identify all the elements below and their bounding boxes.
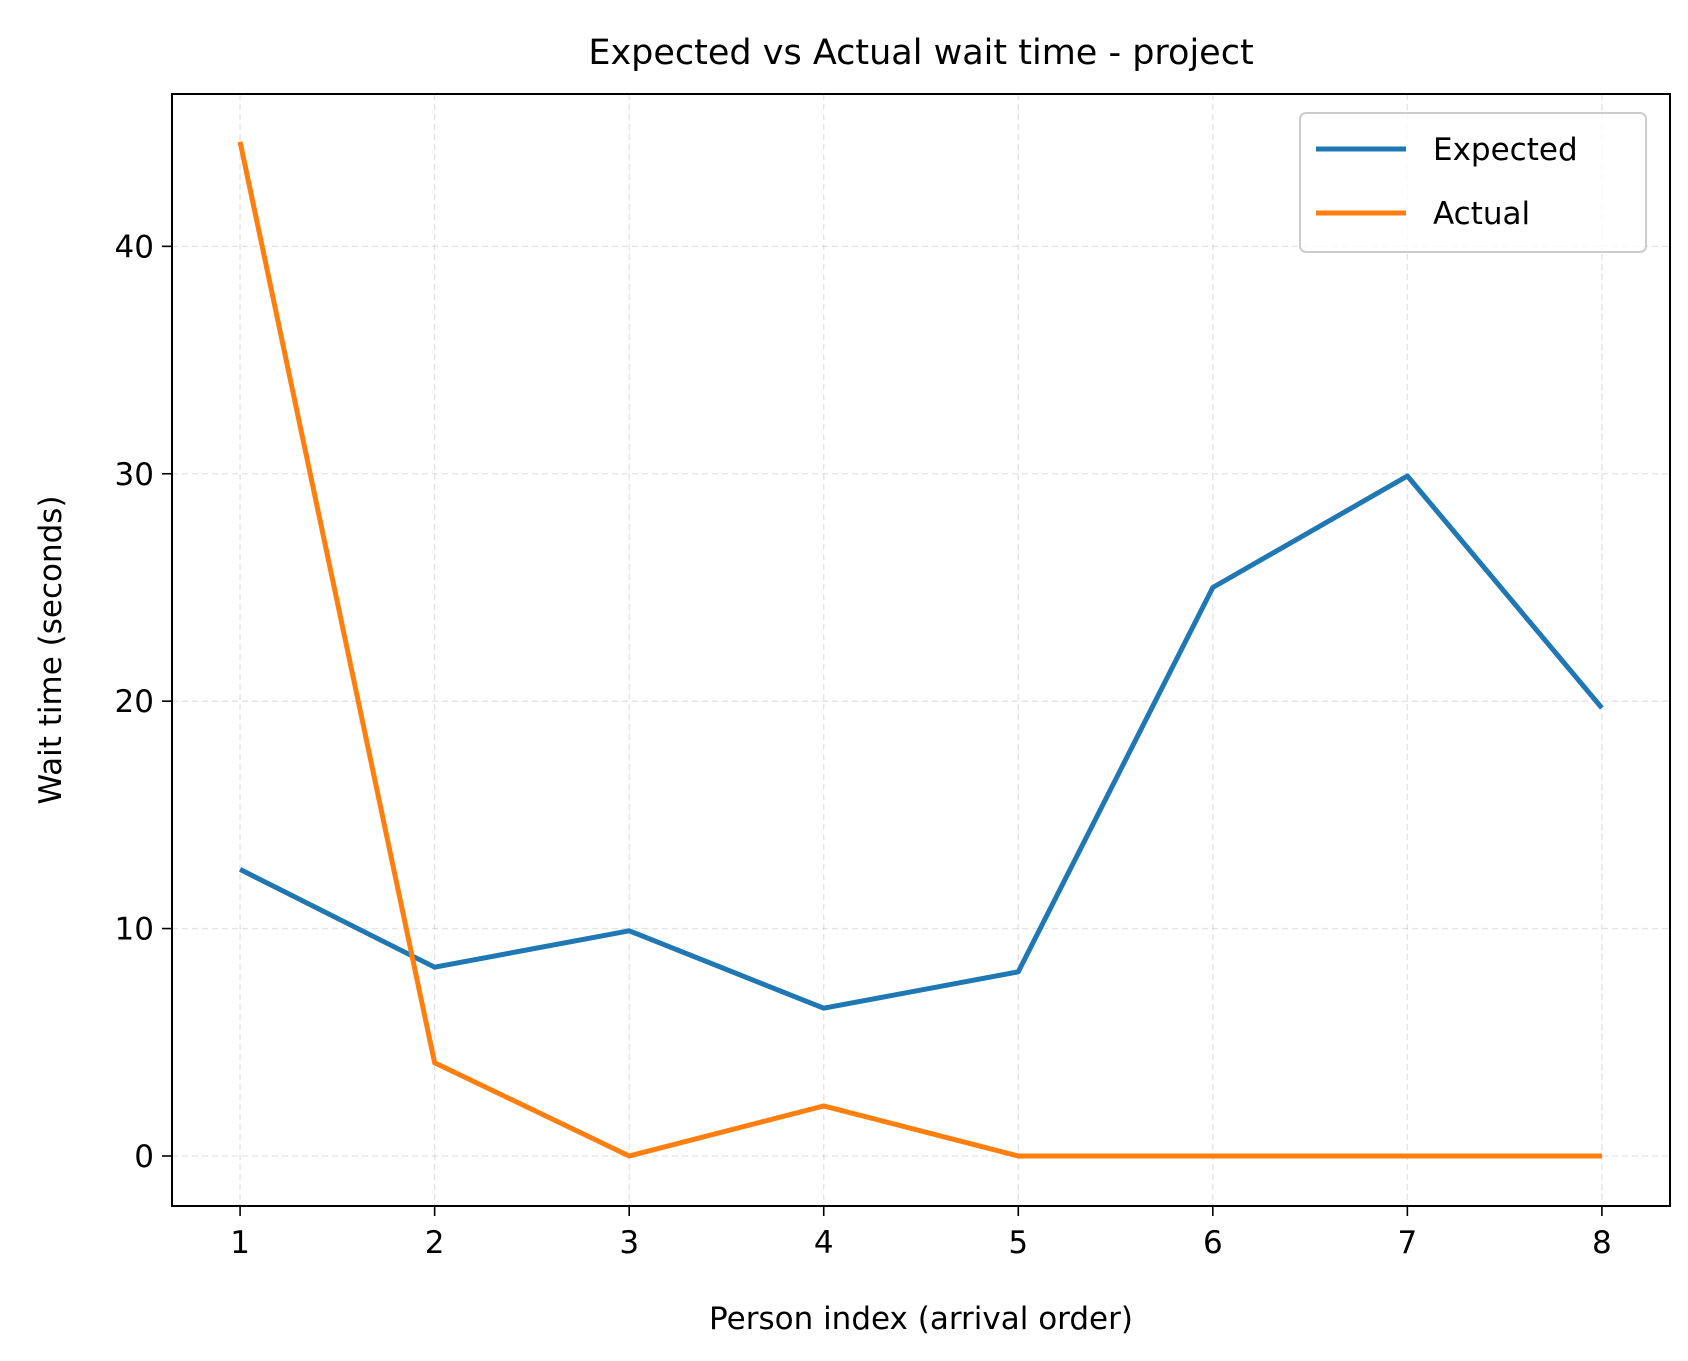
x-tick-label: 3 <box>619 1225 639 1261</box>
series-lines <box>237 141 1604 1159</box>
series-line-actual <box>237 141 1602 1159</box>
y-axis-ticks: 0 10 20 30 40 <box>115 229 172 1175</box>
x-axis-label: Person index (arrival order) <box>709 1301 1133 1337</box>
legend-label-actual: Actual <box>1433 196 1530 232</box>
x-tick-label: 7 <box>1397 1225 1417 1261</box>
x-tick-label: 1 <box>230 1225 250 1261</box>
x-axis-ticks: 1 2 3 4 5 6 7 8 <box>230 1206 1612 1261</box>
grid <box>172 94 1670 1206</box>
plot-frame <box>171 93 1671 1207</box>
x-tick-label: 6 <box>1203 1225 1223 1261</box>
y-tick-label: 20 <box>115 684 154 720</box>
y-tick-label: 30 <box>115 457 154 493</box>
x-tick-label: 4 <box>814 1225 834 1261</box>
x-tick-label: 5 <box>1008 1225 1028 1261</box>
y-axis-label: Wait time (seconds) <box>33 495 69 804</box>
legend: Expected Actual <box>1299 112 1647 253</box>
y-tick-label: 40 <box>115 229 154 265</box>
y-tick-label: 0 <box>134 1139 154 1175</box>
chart-title: Expected vs Actual wait time - project <box>588 33 1253 73</box>
y-tick-label: 10 <box>115 912 154 948</box>
x-tick-label: 8 <box>1592 1225 1612 1261</box>
series-line-expected <box>238 473 1604 1011</box>
x-tick-label: 2 <box>425 1225 445 1261</box>
legend-label-expected: Expected <box>1433 132 1578 168</box>
